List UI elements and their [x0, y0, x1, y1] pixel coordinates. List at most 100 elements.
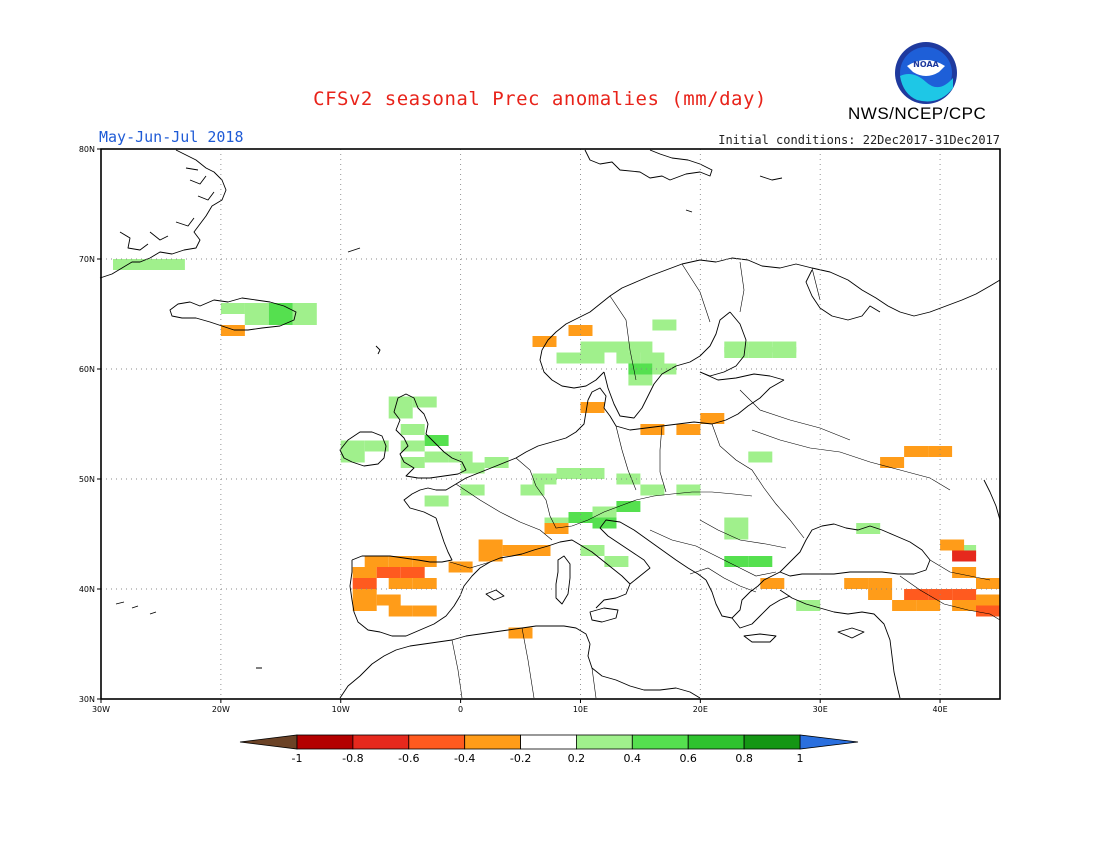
iceland-coast [169, 297, 297, 331]
anomaly-cell [340, 451, 365, 463]
anomaly-cell [976, 594, 1000, 606]
corsica-sardinia [555, 555, 571, 605]
anomaly-cell [388, 605, 413, 617]
anomaly-cell [580, 545, 605, 556]
cyprus [837, 627, 865, 639]
colorbar-swatch [464, 734, 522, 750]
crete [743, 633, 777, 643]
forecast-period: May-Jun-Jul 2018 [99, 128, 244, 146]
anomaly-cell [748, 347, 773, 358]
anomaly-cell [340, 440, 365, 452]
anomaly-cell [268, 314, 293, 325]
anomaly-cell [604, 341, 629, 353]
anomaly-cell [460, 462, 485, 474]
anomaly-cell [628, 363, 653, 375]
anomaly-cell [748, 451, 773, 463]
anomaly-cell [400, 567, 425, 578]
border-france-spain [449, 483, 553, 569]
anomaly-cell [628, 341, 653, 353]
grid-lines [101, 149, 1000, 699]
anomaly-cell [364, 440, 389, 452]
anomaly-cell [724, 556, 749, 567]
anomaly-cell [388, 396, 413, 408]
anomaly-cell [424, 451, 449, 463]
anomaly-cell [616, 352, 641, 364]
anomaly-cell [868, 589, 893, 600]
caspian-sea [983, 479, 1001, 521]
anomaly-cell [844, 578, 869, 589]
anomaly-cell [580, 402, 605, 413]
colorbar-label: -0.8 [342, 752, 363, 765]
anomaly-cell [952, 589, 977, 600]
anomaly-cell [376, 594, 401, 606]
border-east [711, 389, 951, 539]
logo-gull [907, 60, 945, 76]
lat-tick-label: 30N [79, 695, 95, 704]
anomaly-cell [460, 484, 485, 496]
lon-tick-label: 10E [573, 705, 588, 714]
anomaly-cell [352, 567, 377, 578]
colorbar-swatch [296, 734, 354, 750]
white-sea [805, 269, 881, 321]
lon-tick-label: 30W [92, 705, 110, 714]
anomaly-cell [880, 457, 905, 468]
anomaly-cell [640, 352, 665, 364]
axis-ticks [97, 148, 941, 703]
anomaly-cell [388, 556, 413, 567]
anomaly-cell [244, 314, 269, 325]
continent-north-coast [403, 399, 589, 519]
colorbar-label: 0.8 [735, 752, 753, 765]
anomaly-cell [137, 259, 161, 270]
greenland-coast [99, 149, 227, 279]
anomaly-cell [388, 407, 413, 419]
lat-tick-label: 50N [79, 475, 95, 484]
north-africa-coast [339, 625, 701, 699]
anomaly-cell [478, 550, 503, 562]
agency-label: NWS/NCEP/CPC [848, 104, 987, 123]
anomaly-cell [532, 473, 557, 485]
anomaly-cell [244, 303, 269, 314]
anomaly-cell [478, 539, 503, 551]
italy-east [599, 519, 707, 585]
colorbar-label: 0.6 [679, 752, 697, 765]
anomaly-cell [868, 578, 893, 589]
anomaly-cell [448, 561, 473, 573]
france-west-coast [351, 517, 453, 563]
anomaly-cell [113, 259, 137, 270]
anomaly-cell [604, 556, 629, 567]
anomaly-cell [772, 347, 797, 358]
anomaly-cell [928, 446, 953, 457]
lon-tick-label: 20W [212, 705, 230, 714]
svalbard-coast [584, 149, 713, 181]
anomaly-cell [676, 424, 701, 435]
balkans-coast [705, 571, 781, 619]
ireland-coast [339, 431, 387, 467]
colorbar-swatch [743, 734, 801, 750]
anomaly-cell [700, 413, 725, 424]
anomaly-cell [568, 325, 593, 336]
anomaly-cell [400, 457, 425, 468]
anomaly-cell [424, 435, 449, 446]
colorbar-swatch [520, 734, 577, 750]
colorbar-label: 1 [797, 752, 804, 765]
colorbar-swatch [687, 734, 745, 750]
anomaly-cell [796, 600, 821, 611]
svalbard-island [759, 175, 783, 181]
iberia-coast [349, 553, 523, 637]
jan-mayen [347, 247, 361, 253]
svalbard-islet [685, 209, 693, 213]
initial-conditions: Initial conditions: 22Dec2017-31Dec2017 [718, 133, 1000, 147]
lon-tick-label: 20E [693, 705, 708, 714]
anomaly-cell [532, 336, 557, 347]
border-africa [451, 627, 597, 699]
anomaly-cell [412, 605, 437, 617]
lat-tick-label: 40N [79, 585, 95, 594]
anomaly-cell [592, 517, 617, 529]
anomaly-cell [220, 303, 245, 314]
colorbar-swatch [631, 734, 689, 750]
anomaly-cells [113, 259, 1000, 639]
colorbar-label: 0.2 [568, 752, 586, 765]
anomaly-cell [526, 545, 551, 556]
